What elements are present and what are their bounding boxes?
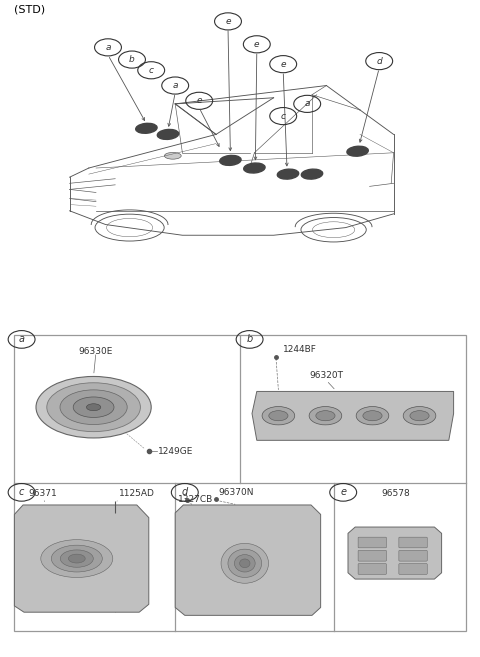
Ellipse shape (157, 129, 179, 139)
Ellipse shape (60, 550, 93, 567)
Text: 1125AD: 1125AD (119, 489, 155, 498)
Polygon shape (252, 392, 454, 440)
Ellipse shape (220, 156, 241, 166)
Text: a: a (105, 43, 111, 52)
Text: 96370N: 96370N (218, 488, 254, 497)
Ellipse shape (301, 169, 323, 179)
Text: a: a (172, 81, 178, 90)
Text: e: e (280, 60, 286, 68)
Ellipse shape (68, 554, 85, 563)
Ellipse shape (316, 411, 335, 420)
Text: e: e (196, 97, 202, 105)
Text: b: b (246, 334, 253, 344)
Polygon shape (175, 505, 321, 616)
Text: 1244BF: 1244BF (283, 345, 317, 353)
Ellipse shape (228, 549, 262, 578)
Ellipse shape (356, 407, 389, 425)
Ellipse shape (262, 407, 295, 425)
FancyBboxPatch shape (399, 537, 427, 548)
Text: 96320T: 96320T (310, 371, 344, 380)
Text: a: a (304, 99, 310, 108)
FancyBboxPatch shape (399, 564, 427, 574)
Text: 96330E: 96330E (79, 348, 113, 356)
FancyBboxPatch shape (399, 551, 427, 561)
Ellipse shape (221, 543, 269, 583)
Text: e: e (340, 487, 346, 497)
Ellipse shape (73, 397, 114, 417)
Ellipse shape (277, 169, 299, 179)
Ellipse shape (403, 407, 436, 425)
Ellipse shape (51, 545, 102, 572)
FancyBboxPatch shape (358, 551, 386, 561)
Polygon shape (348, 527, 442, 579)
Text: d: d (376, 57, 382, 66)
Ellipse shape (269, 411, 288, 420)
Text: e: e (254, 40, 260, 49)
FancyBboxPatch shape (358, 537, 386, 548)
Text: c: c (149, 66, 154, 75)
Polygon shape (14, 505, 149, 612)
Text: a: a (19, 334, 24, 344)
Ellipse shape (136, 124, 157, 133)
Ellipse shape (410, 411, 429, 420)
Ellipse shape (244, 163, 265, 173)
Ellipse shape (363, 411, 382, 420)
Ellipse shape (240, 559, 250, 568)
Text: b: b (129, 55, 135, 64)
Ellipse shape (86, 404, 101, 411)
Text: 96578: 96578 (382, 489, 410, 498)
Text: 1327CB: 1327CB (178, 495, 213, 505)
Ellipse shape (36, 376, 151, 438)
Ellipse shape (234, 555, 255, 572)
Text: (STD): (STD) (14, 5, 46, 14)
Text: d: d (181, 487, 188, 497)
Text: c: c (19, 487, 24, 497)
FancyBboxPatch shape (358, 564, 386, 574)
Text: c: c (281, 112, 286, 121)
Ellipse shape (309, 407, 342, 425)
Ellipse shape (347, 147, 368, 156)
Ellipse shape (47, 383, 140, 432)
Text: e: e (225, 17, 231, 26)
Text: 96371: 96371 (29, 489, 58, 498)
Ellipse shape (41, 539, 113, 578)
Ellipse shape (60, 390, 127, 424)
Text: 1249GE: 1249GE (158, 447, 194, 457)
Ellipse shape (164, 152, 181, 159)
